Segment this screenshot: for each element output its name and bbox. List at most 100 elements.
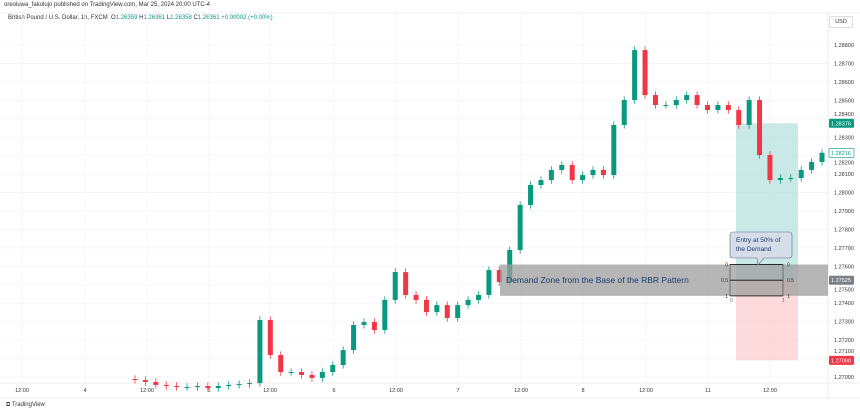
candle-body — [340, 350, 346, 366]
low-value: 1.26358 — [170, 15, 192, 21]
fib-level-label-left: 1 — [725, 294, 728, 300]
candle-body — [163, 384, 169, 387]
y-tick-label: 1.28300 — [834, 135, 854, 141]
x-tick-label: 12:00 — [639, 388, 653, 394]
candle-body — [559, 164, 565, 170]
candle-body — [174, 386, 180, 388]
candle-body — [611, 124, 617, 176]
brand-name: TradingView — [11, 402, 45, 408]
candle-body — [809, 161, 815, 170]
candle-body — [538, 180, 544, 186]
currency-button[interactable]: USD — [829, 16, 853, 28]
candle-body — [725, 105, 731, 110]
candle-body — [434, 305, 440, 313]
candle-body — [715, 105, 721, 110]
candle-body — [257, 320, 263, 384]
y-tick-label: 1.28800 — [834, 43, 854, 49]
candle-body — [580, 175, 586, 181]
candle-body — [694, 95, 700, 106]
entry-price-label: 1.27525 — [831, 278, 851, 284]
y-tick-label: 1.28600 — [834, 80, 854, 86]
candle-body — [330, 365, 336, 373]
candle-body — [153, 381, 159, 385]
candle-body — [767, 154, 773, 181]
y-tick-label: 1.27700 — [834, 246, 854, 252]
y-tick-label: 1.27400 — [834, 301, 854, 307]
stop-price-label: 1.27090 — [831, 358, 851, 364]
fib-level-label-right: 1 — [787, 294, 790, 300]
symbol-name[interactable]: British Pound / U.S. Dollar, 1h, FXCM — [8, 15, 108, 21]
candle-body — [299, 372, 305, 375]
candle-body — [351, 324, 357, 351]
candle-body — [205, 386, 211, 389]
candle-body — [236, 384, 242, 386]
candle-body — [444, 305, 450, 318]
x-tick-label: 4 — [83, 388, 86, 394]
candle-body — [705, 105, 710, 110]
fib-level-label-left: 0 — [725, 263, 728, 269]
fib-level-label-right: 0.5 — [787, 278, 794, 284]
candle-body — [757, 100, 763, 155]
x-tick-label: 7 — [456, 388, 459, 394]
x-tick-label: 12:00 — [763, 388, 777, 394]
high-label: H — [139, 15, 144, 21]
candle-body — [465, 299, 471, 306]
x-tick-label: 11 — [705, 388, 711, 394]
candle-body — [267, 320, 273, 356]
candle-body — [600, 169, 606, 176]
candle-body — [528, 185, 534, 205]
low-label: L — [166, 15, 171, 21]
x-tick-label: 12:00 — [514, 388, 528, 394]
callout-bubble — [729, 231, 793, 266]
x-tick-label: 12:00 — [15, 388, 29, 394]
fib-level-label-right: 0 — [787, 263, 790, 269]
candle-body — [226, 384, 232, 387]
y-tick-label: 1.27300 — [834, 320, 854, 326]
x-tick-label: 5 — [207, 388, 210, 394]
candle-body — [319, 372, 325, 378]
current-price-label: 1.28216 — [831, 151, 851, 157]
candle-body — [455, 305, 461, 318]
candle-body — [663, 105, 669, 107]
y-tick-label: 1.28000 — [834, 191, 854, 197]
demand-zone-label: Demand Zone from the Base of the RBR Pat… — [506, 275, 689, 285]
y-tick-label: 1.28400 — [834, 112, 854, 118]
candle-body — [632, 50, 638, 101]
target-price-label: 1.28376 — [831, 121, 851, 127]
y-tick-label: 1.28500 — [834, 98, 854, 104]
candle-body — [288, 372, 294, 374]
candle-body — [486, 270, 492, 295]
change-value: +0.00002 (+0.00%) — [221, 15, 273, 21]
tradingview-logo[interactable]: ⧉ TradingView — [6, 402, 45, 408]
candle-body — [413, 294, 419, 300]
candle-body — [684, 95, 690, 101]
y-tick-label: 1.27000 — [834, 375, 854, 381]
y-tick-label: 1.27100 — [834, 349, 854, 355]
entry-price-label-box — [829, 275, 854, 285]
candle-body — [548, 169, 554, 181]
candle-body — [403, 272, 409, 295]
candle-body — [819, 152, 825, 162]
x-tick-label: 12:00 — [263, 388, 277, 394]
candle-body — [746, 100, 752, 125]
target-price-label-box — [829, 118, 854, 128]
candle-body — [496, 270, 502, 283]
callout-text-line1: Entry at 50% of — [736, 237, 781, 244]
y-tick-label: 1.28200 — [834, 160, 854, 166]
x-tick-label: 8 — [581, 388, 584, 394]
candle-body — [788, 178, 794, 180]
candle-body — [798, 169, 804, 179]
high-value: 1.26361 — [143, 15, 166, 21]
candle-body — [382, 299, 388, 330]
candle-body — [476, 294, 481, 300]
candle-body — [361, 322, 367, 325]
candle-body — [194, 386, 200, 388]
y-tick-label: 1.28700 — [834, 62, 854, 68]
open-value: 1.26359 — [115, 15, 138, 21]
candle-body — [569, 164, 575, 181]
callout-text-line2: the Demand — [736, 246, 772, 253]
fib-time-label: 0 — [730, 298, 733, 304]
x-tick-label: 12:00 — [389, 388, 403, 394]
